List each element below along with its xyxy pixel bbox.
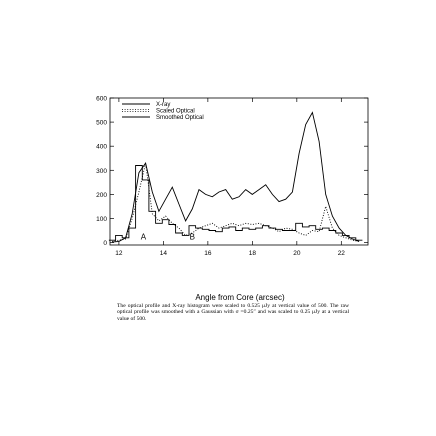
x-tick-label: 22 (338, 250, 346, 257)
y-tick-label: 100 (96, 216, 107, 223)
figure-caption: The optical profile and X-ray histogram … (117, 303, 349, 322)
y-tick-label: 300 (96, 168, 107, 175)
legend-label: Scaled Optical (156, 109, 195, 115)
x-axis: 12 14 16 18 20 22 (115, 98, 345, 257)
annotation-label: B (190, 233, 195, 242)
legend-label: X-ray (156, 102, 170, 108)
series-scaled-optical (112, 162, 360, 242)
y-tick-label: 400 (96, 144, 107, 151)
annotation-label: A (141, 233, 147, 242)
y-tick-label: 0 (103, 240, 107, 247)
x-tick-label: 12 (115, 250, 123, 257)
x-tick-label: 20 (293, 250, 301, 257)
series-x-ray (108, 165, 363, 241)
y-tick-label: 200 (96, 192, 107, 199)
y-axis: 0 100 200 300 400 500 600 (96, 96, 368, 247)
series-smoothed-optical (112, 111, 360, 243)
y-tick-label: 500 (96, 120, 107, 127)
x-tick-label: 18 (249, 250, 257, 257)
series-group (108, 111, 363, 243)
x-tick-label: 16 (204, 250, 212, 257)
legend-label: Smoothed Optical (156, 115, 204, 121)
y-tick-label: 600 (96, 96, 107, 103)
plot-frame (109, 97, 369, 246)
x-axis-label: Angle from Core (arcsec) (195, 293, 285, 302)
x-tick-label: 14 (160, 250, 168, 257)
